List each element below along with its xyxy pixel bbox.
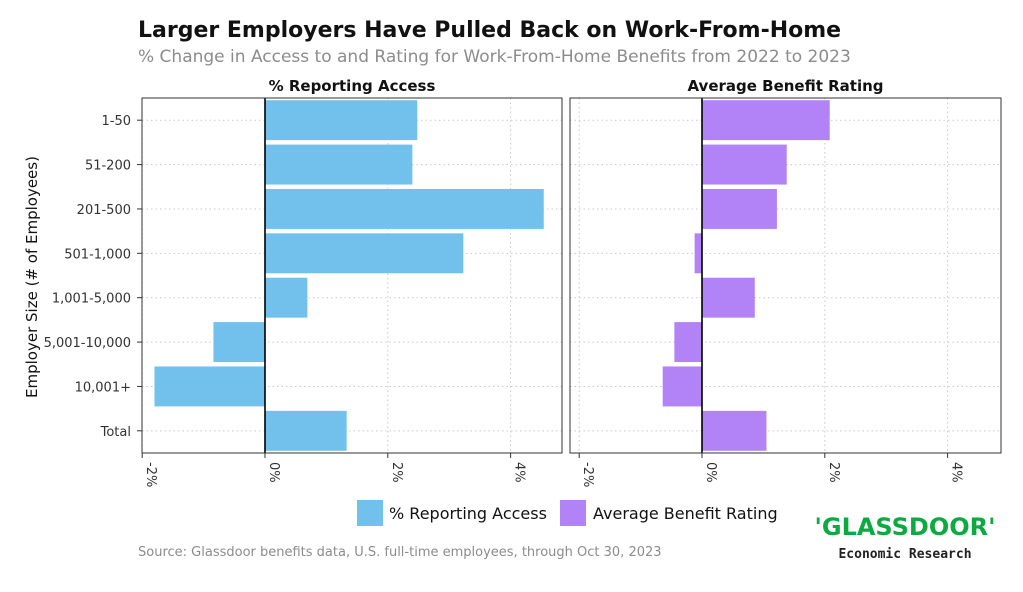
- bar: [265, 410, 347, 451]
- bar: [702, 100, 830, 141]
- panel-border: [141, 97, 563, 454]
- category-label: 201-500: [77, 203, 131, 218]
- panel-border: [569, 97, 1002, 454]
- category-label: 5,001-10,000: [44, 336, 131, 351]
- bar: [265, 100, 418, 141]
- x-tick-label: -2%: [143, 462, 158, 487]
- legend-swatch-access: [357, 500, 383, 526]
- source-note: Source: Glassdoor benefits data, U.S. fu…: [138, 545, 662, 560]
- panel-access: % Reporting Access -2% 0% 2% 4%: [141, 77, 563, 487]
- category-label: 1,001-5,000: [52, 292, 131, 307]
- x-tick-label: 0%: [703, 462, 718, 483]
- logo-wordmark: 'GLASSDOOR': [815, 513, 996, 541]
- category-label: 51-200: [85, 159, 131, 174]
- x-tick-label: 4%: [949, 462, 964, 483]
- bar: [702, 144, 787, 185]
- x-tick-label: 4%: [512, 462, 527, 483]
- bar: [702, 410, 767, 451]
- x-tick-label: 0%: [266, 462, 281, 483]
- bar: [265, 277, 308, 318]
- panel-title: Average Benefit Rating: [687, 77, 883, 95]
- x-tick-label: -2%: [580, 462, 595, 487]
- chart-title: Larger Employers Have Pulled Back on Wor…: [138, 18, 841, 43]
- bar: [154, 366, 265, 407]
- legend-label-rating: Average Benefit Rating: [593, 504, 778, 523]
- category-label: 501-1,000: [64, 247, 131, 262]
- y-axis-label: Employer Size (# of Employees): [23, 156, 41, 398]
- glassdoor-logo: 'GLASSDOOR' Economic Research: [815, 513, 996, 562]
- x-tick-label: 2%: [826, 462, 841, 483]
- panel-rating: Average Benefit Rating -2% 0% 2% 4%: [569, 77, 1002, 487]
- bar: [702, 188, 777, 229]
- legend-label-access: % Reporting Access: [389, 504, 547, 523]
- panel-title: % Reporting Access: [269, 77, 436, 95]
- x-tick-label: 2%: [389, 462, 404, 483]
- chart-subtitle: % Change in Access to and Rating for Wor…: [138, 47, 851, 67]
- category-label: Total: [100, 425, 131, 440]
- bar: [213, 322, 265, 363]
- category-label: 1-50: [101, 114, 131, 129]
- bar: [662, 366, 702, 407]
- legend-swatch-rating: [560, 500, 586, 526]
- category-label: 10,001+: [75, 380, 131, 395]
- bar: [702, 277, 755, 318]
- bar: [265, 188, 544, 229]
- bar: [265, 233, 464, 274]
- bar: [265, 144, 413, 185]
- logo-subtitle: Economic Research: [838, 547, 971, 562]
- bar: [694, 233, 702, 274]
- bar: [674, 322, 702, 363]
- legend: % Reporting Access Average Benefit Ratin…: [357, 500, 778, 526]
